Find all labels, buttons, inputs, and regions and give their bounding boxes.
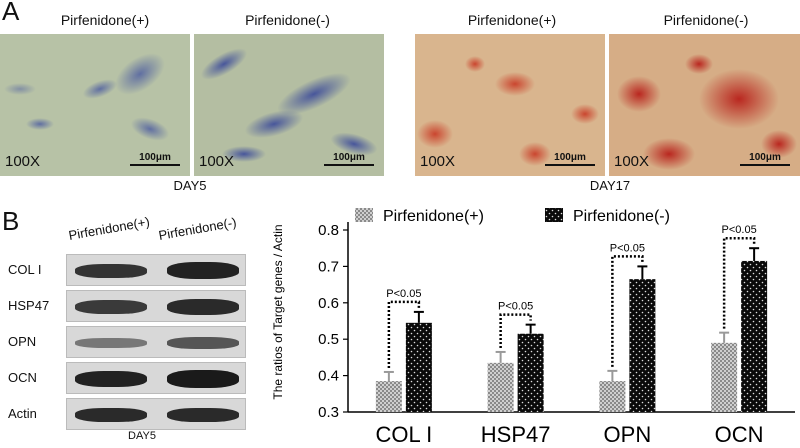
blot-image [66, 398, 246, 430]
blot-label: Actin [8, 406, 37, 421]
blot-label: HSP47 [8, 298, 50, 313]
bar [517, 333, 544, 412]
legend: Pirfenidone(+) Pirfenidone(-) [355, 208, 670, 225]
panel-b-letter: B [2, 206, 20, 236]
micrograph-day5-pirfenidone-minus: 100X 100μm [194, 34, 384, 176]
y-tick-label: 0.6 [318, 295, 339, 312]
blot-row-ocn: OCN [8, 362, 256, 394]
blot-image [66, 254, 246, 286]
significance-label: P<0.05 [610, 242, 645, 254]
legend-label: Pirfenidone(+) [383, 208, 484, 225]
bar [711, 342, 738, 412]
day5-label: DAY5 [173, 178, 207, 193]
micrograph-day17-pirfenidone-minus: 100X 100μm [609, 34, 800, 176]
y-tick-label: 0.4 [318, 368, 339, 385]
blot-row-col1: COL I [8, 254, 256, 286]
x-tick-label: OCN [715, 422, 764, 447]
legend-label: Pirfenidone(-) [573, 208, 670, 225]
magnification-label: 100X [5, 153, 41, 170]
magnification-label: 100X [614, 153, 650, 170]
blot-row-actin: Actin [8, 398, 256, 430]
legend-swatch [545, 208, 563, 222]
y-tick-label: 0.3 [318, 404, 339, 421]
lane-label-minus: Pirfenidone(-) [157, 214, 238, 243]
image-label-3: Pirfenidone(+) [467, 12, 557, 28]
x-tick-label: COL I [376, 422, 433, 447]
scale-bar: 100μm [324, 152, 374, 166]
blot-row-hsp47: HSP47 [8, 290, 256, 322]
image-label-2: Pirfenidone(-) [245, 12, 330, 28]
bar [599, 381, 626, 412]
blot-image [66, 326, 246, 358]
scale-bar: 100μm [545, 152, 595, 166]
y-tick-label: 0.7 [318, 258, 339, 275]
panel-a-letter: A [2, 0, 20, 26]
chart-bars: P<0.05 P<0.05 P<0.05 P<0.05 [375, 224, 768, 412]
y-axis-label: The ratios of Target genes / Actin [271, 224, 285, 399]
image-label-1: Pirfenidone(+) [60, 12, 150, 28]
significance-bracket [611, 255, 644, 367]
x-tick-label: OPN [604, 422, 652, 447]
bar [487, 362, 514, 412]
blot-image [66, 290, 246, 322]
blot-row-opn: OPN [8, 326, 256, 358]
micrograph-day17-pirfenidone-plus: 100X 100μm [415, 34, 605, 176]
significance-bracket [387, 300, 421, 368]
y-tick-label: 0.8 [318, 222, 339, 239]
bar [405, 322, 432, 412]
significance-bracket [722, 236, 756, 329]
scale-bar: 100μm [130, 152, 180, 166]
magnification-label: 100X [199, 153, 235, 170]
bar [741, 260, 768, 412]
bar [375, 381, 402, 412]
blot-label: OCN [8, 370, 37, 385]
significance-label: P<0.05 [386, 288, 421, 300]
scale-bar: 100μm [740, 152, 790, 166]
legend-swatch [355, 208, 373, 222]
blot-image [66, 362, 246, 394]
day17-label: DAY17 [589, 178, 631, 193]
lane-label-plus: Pirfenidone(+) [67, 213, 151, 243]
image-label-4: Pirfenidone(-) [663, 12, 749, 28]
bar [629, 279, 656, 412]
bar-chart: The ratios of Target genes / Actin Pirfe… [271, 208, 795, 447]
x-tick-labels: COL I HSP47 OPN OCN [376, 422, 764, 447]
significance-label: P<0.05 [722, 224, 757, 236]
micrograph-day5-pirfenidone-plus: 100X 100μm [0, 34, 190, 176]
magnification-label: 100X [420, 153, 456, 170]
blot-label: COL I [8, 262, 42, 277]
blot-day-label: DAY5 [128, 430, 156, 442]
significance-bracket [499, 313, 532, 348]
y-tick-label: 0.5 [318, 331, 339, 348]
significance-label: P<0.05 [498, 301, 533, 313]
x-tick-label: HSP47 [481, 422, 551, 447]
blot-label: OPN [8, 334, 37, 349]
